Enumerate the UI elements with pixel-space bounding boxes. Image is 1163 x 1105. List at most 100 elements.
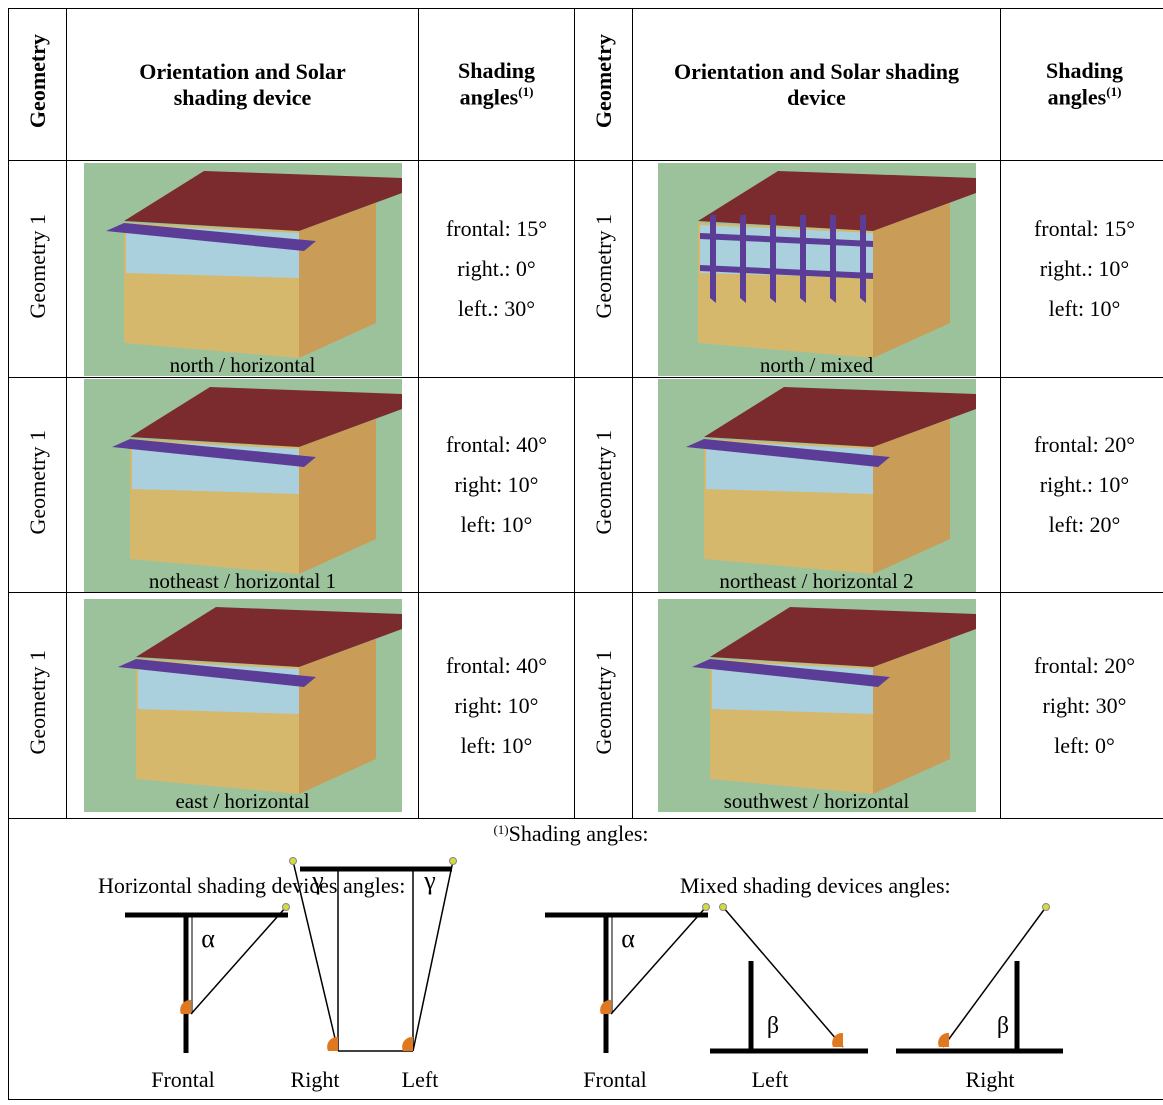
image-cell: north / horizontal bbox=[67, 161, 419, 378]
angle-text: frontal: 20° bbox=[1001, 425, 1163, 465]
header-row: Geometry Orientation and Solar shading de… bbox=[9, 9, 1163, 161]
fin bbox=[830, 215, 836, 303]
header-cell: Orientation and Solar shading device bbox=[633, 9, 1001, 161]
sun bbox=[703, 904, 710, 911]
header-cell: Shading angles(1) bbox=[1001, 9, 1163, 161]
header-cell: Geometry bbox=[9, 9, 67, 161]
angles-cell: frontal: 40°right: 10°left: 10° bbox=[419, 378, 575, 593]
diagram-text: Right bbox=[291, 1067, 340, 1092]
angle-text: left: 10° bbox=[419, 505, 574, 545]
angle-text: frontal: 20° bbox=[1001, 646, 1163, 686]
footnote-marker: (1) bbox=[1106, 84, 1121, 99]
diagram-text: α bbox=[621, 924, 635, 953]
building-image bbox=[658, 379, 976, 592]
angle-text: right.: 0° bbox=[419, 249, 574, 289]
building-image bbox=[658, 599, 976, 812]
angle-text: frontal: 40° bbox=[419, 646, 574, 686]
header-text: Orientation and Solar shading device bbox=[633, 59, 1000, 111]
diagram-text: α bbox=[201, 924, 215, 953]
sun bbox=[450, 858, 457, 865]
diagram-text: Frontal bbox=[583, 1067, 647, 1092]
footnote-marker: (1) bbox=[493, 822, 508, 837]
page: Geometry Orientation and Solar shading de… bbox=[0, 0, 1163, 1099]
diagram-line bbox=[723, 907, 843, 1047]
fin bbox=[770, 215, 776, 303]
image-cell: notheast / horizontal 1 bbox=[67, 378, 419, 593]
table-body: Geometry Orientation and Solar shading de… bbox=[9, 9, 1163, 1100]
image-cell: east / horizontal bbox=[67, 593, 419, 819]
angle-marker bbox=[327, 1037, 338, 1051]
caption: notheast / horizontal 1 bbox=[84, 570, 402, 592]
geometry-cell: Geometry 1 bbox=[9, 593, 67, 819]
angle-text: right: 10° bbox=[419, 465, 574, 505]
footnote-row: (1)Shading angles: Horizontal shading dev… bbox=[9, 819, 1163, 1100]
shading-table: Geometry Orientation and Solar shading de… bbox=[8, 8, 1163, 1100]
building-image bbox=[84, 379, 402, 592]
fin bbox=[740, 215, 746, 303]
angles-diagram: (1)Shading angles: Horizontal shading dev… bbox=[11, 819, 1163, 1099]
caption: northeast / horizontal 2 bbox=[658, 570, 976, 592]
geometry-label: Geometry 1 bbox=[591, 214, 617, 318]
header-text: Geometry bbox=[25, 34, 51, 128]
header-text: Orientation and Solar shading device bbox=[67, 59, 418, 111]
angle-text: left: 20° bbox=[1001, 505, 1163, 545]
geometry-label: Geometry 1 bbox=[591, 430, 617, 534]
geometry-cell: Geometry 1 bbox=[575, 378, 633, 593]
diagram-text: Left bbox=[402, 1067, 439, 1092]
diagram-text: (1)Shading angles: bbox=[493, 821, 648, 846]
caption: east / horizontal bbox=[84, 790, 402, 812]
image-box: notheast / horizontal 1 bbox=[84, 379, 402, 592]
image-box: southwest / horizontal bbox=[658, 599, 976, 812]
diagram-text: γ bbox=[311, 866, 324, 895]
geometry-label: Geometry 1 bbox=[25, 430, 51, 534]
diagram-text: Mixed shading devices angles: bbox=[680, 873, 951, 898]
sun bbox=[283, 904, 290, 911]
angles-cell: frontal: 15°right.: 10°left: 10° bbox=[1001, 161, 1163, 378]
image-box: east / horizontal bbox=[84, 599, 402, 812]
image-cell: northeast / horizontal 2 bbox=[633, 378, 1001, 593]
sun bbox=[720, 904, 727, 911]
diagram-text: Right bbox=[966, 1067, 1015, 1092]
angle-text: right.: 10° bbox=[1001, 249, 1163, 289]
angles-cell: frontal: 40°right: 10°left: 10° bbox=[419, 593, 575, 819]
fin bbox=[800, 215, 806, 303]
building-image bbox=[84, 163, 402, 376]
image-cell: north / mixed bbox=[633, 161, 1001, 378]
angles-cell: frontal: 20°right: 30°left: 0° bbox=[1001, 593, 1163, 819]
image-box: north / mixed bbox=[658, 163, 976, 376]
geometry-cell: Geometry 1 bbox=[9, 378, 67, 593]
diagram-text: Left bbox=[752, 1067, 789, 1092]
table-row: Geometry 1 notheast / horizontal 1 frontal… bbox=[9, 378, 1163, 593]
diagram-text: γ bbox=[423, 866, 436, 895]
sun bbox=[290, 858, 297, 865]
caption: north / horizontal bbox=[84, 354, 402, 376]
header-text: Geometry bbox=[591, 34, 617, 128]
header-cell: Orientation and Solar shading device bbox=[67, 9, 419, 161]
building-image bbox=[658, 163, 976, 376]
header-text: Shading angles(1) bbox=[419, 58, 574, 110]
geometry-cell: Geometry 1 bbox=[575, 161, 633, 378]
geometry-label: Geometry 1 bbox=[591, 650, 617, 754]
header-text: Shading angles(1) bbox=[1001, 58, 1163, 110]
diagram-text: Frontal bbox=[151, 1067, 215, 1092]
caption: southwest / horizontal bbox=[658, 790, 976, 812]
footnote-cell: (1)Shading angles: Horizontal shading dev… bbox=[9, 819, 1163, 1100]
sun bbox=[1043, 904, 1050, 911]
diagram-text: Horizontal shading devices angles: bbox=[98, 873, 405, 898]
table-row: Geometry 1 east / horizontal frontal: 40°r… bbox=[9, 593, 1163, 819]
geometry-cell: Geometry 1 bbox=[575, 593, 633, 819]
image-box: northeast / horizontal 2 bbox=[658, 379, 976, 592]
angle-marker bbox=[600, 1000, 611, 1014]
angle-text: right: 10° bbox=[419, 686, 574, 726]
angles-cell: frontal: 15°right.: 0°left.: 30° bbox=[419, 161, 575, 378]
diagram-text: β bbox=[997, 1013, 1009, 1039]
angles-cell: frontal: 20°right.: 10°left: 20° bbox=[1001, 378, 1163, 593]
angle-marker bbox=[938, 1033, 949, 1047]
caption: north / mixed bbox=[658, 354, 976, 376]
angle-text: left: 0° bbox=[1001, 726, 1163, 766]
image-box: north / horizontal bbox=[84, 163, 402, 376]
building-image bbox=[84, 599, 402, 812]
angle-text: left: 10° bbox=[1001, 289, 1163, 329]
table-row: Geometry 1 north / horizontal frontal: 15°… bbox=[9, 161, 1163, 378]
header-cell: Geometry bbox=[575, 9, 633, 161]
